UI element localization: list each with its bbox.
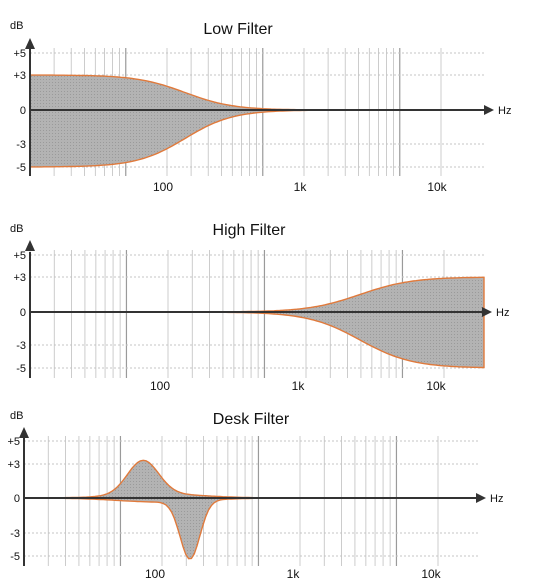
desk-filter-xtick-100: 100	[145, 567, 165, 581]
desk-filter-ytick-p3: +3	[7, 459, 20, 471]
desk-filter-x-unit: Hz	[490, 493, 503, 505]
desk-filter-grid	[23, 436, 478, 566]
desk-filter-y-arrow	[19, 427, 29, 438]
low-filter-y-unit: dB	[10, 20, 23, 32]
high-filter-ytick-0: 0	[20, 307, 26, 319]
high-filter-panel: High Filter dB Hz +5 +3 0 -3 -5 100 1k 1…	[10, 222, 509, 393]
desk-filter-y-unit: dB	[10, 410, 23, 422]
high-filter-title: High Filter	[213, 222, 287, 239]
high-filter-ytick-m3: -3	[16, 340, 26, 352]
low-filter-xtick-10k: 10k	[427, 180, 447, 194]
high-filter-xtick-100: 100	[150, 379, 170, 393]
desk-filter-ytick-m5: -5	[10, 551, 20, 563]
low-filter-ytick-m5: -5	[16, 162, 26, 174]
low-filter-x-arrow	[484, 105, 494, 115]
low-filter-x-unit: Hz	[498, 105, 511, 117]
high-filter-ytick-m5: -5	[16, 363, 26, 375]
high-filter-ytick-p3: +3	[13, 272, 26, 284]
high-filter-y-arrow	[25, 240, 35, 251]
high-filter-x-unit: Hz	[496, 307, 509, 319]
high-filter-band	[30, 276, 485, 369]
low-filter-ytick-p5: +5	[13, 48, 26, 60]
desk-filter-panel: Desk Filter dB Hz +5 +3 0 -3 -5 100 1k 1…	[7, 410, 503, 581]
desk-filter-xtick-1k: 1k	[287, 567, 301, 581]
low-filter-ytick-0: 0	[20, 105, 26, 117]
low-filter-ytick-p3: +3	[13, 70, 26, 82]
high-filter-y-unit: dB	[10, 223, 23, 235]
low-filter-ytick-m3: -3	[16, 139, 26, 151]
desk-filter-ytick-m3: -3	[10, 528, 20, 540]
desk-filter-title: Desk Filter	[213, 411, 290, 428]
low-filter-title: Low Filter	[203, 21, 273, 38]
low-filter-y-arrow	[25, 38, 35, 49]
desk-filter-ytick-p5: +5	[7, 436, 20, 448]
high-filter-xtick-10k: 10k	[426, 379, 446, 393]
high-filter-xtick-1k: 1k	[292, 379, 306, 393]
low-filter-band	[29, 74, 484, 168]
desk-filter-xtick-10k: 10k	[421, 567, 441, 581]
low-filter-panel: Low Filter dB Hz +5 +3 0 -3 -5 100 1k 10…	[10, 20, 511, 194]
low-filter-xtick-1k: 1k	[294, 180, 308, 194]
low-filter-xtick-100: 100	[153, 180, 173, 194]
high-filter-ytick-p5: +5	[13, 250, 26, 262]
desk-filter-ytick-0: 0	[14, 493, 20, 505]
high-filter-x-arrow	[482, 307, 492, 317]
desk-filter-x-arrow	[476, 493, 486, 503]
desk-filter-band	[24, 459, 478, 560]
